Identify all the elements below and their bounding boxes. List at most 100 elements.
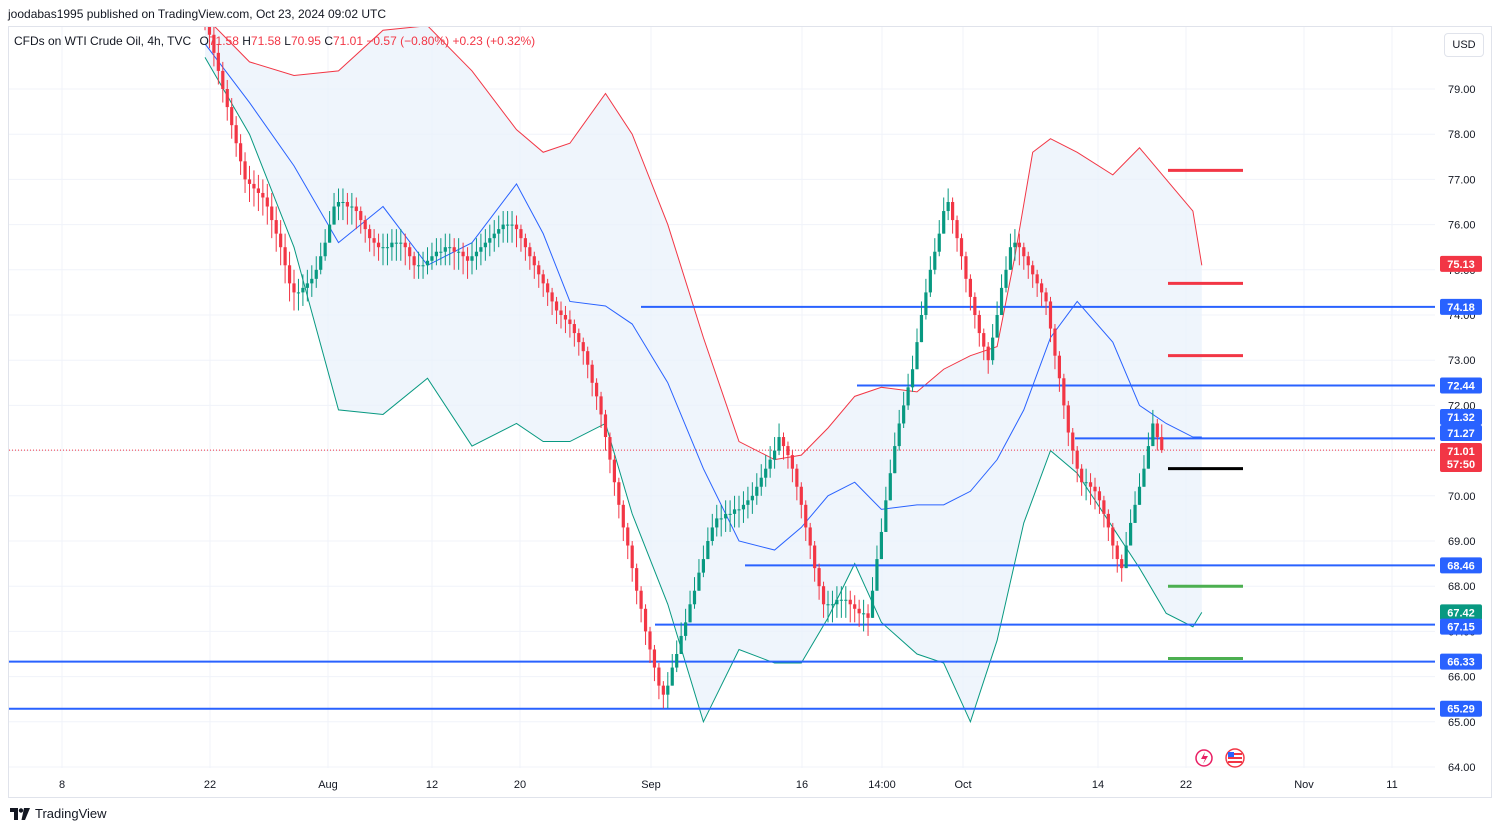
candle-body	[559, 310, 563, 315]
price-label-text: 66.33	[1447, 657, 1475, 669]
candle-body	[706, 541, 710, 560]
candle-body	[354, 206, 358, 212]
price-label-text: 71.27	[1447, 428, 1475, 440]
legend-low-label: L	[284, 34, 291, 48]
chart-frame	[8, 26, 1492, 798]
y-tick-label: 78.00	[1448, 129, 1476, 141]
candle-body	[1124, 545, 1128, 569]
candle-body	[519, 229, 523, 239]
candle-body	[207, 27, 212, 35]
candle-body	[465, 256, 470, 261]
candle-body	[216, 52, 220, 71]
price-label-countdown: 57:50	[1440, 456, 1482, 472]
candle-body	[799, 486, 803, 505]
candle-body	[412, 256, 416, 266]
y-tick-label: 68.00	[1448, 581, 1476, 593]
price-label-box	[1440, 653, 1482, 670]
candle-body	[443, 247, 447, 252]
y-tick-label: 77.00	[1448, 174, 1476, 186]
candle-body	[532, 256, 536, 266]
candle-body	[853, 604, 857, 609]
candle-body	[452, 247, 456, 252]
candle-body	[234, 125, 238, 144]
candle-body	[1022, 247, 1026, 257]
candle-body	[1013, 242, 1017, 248]
candle-body	[439, 251, 443, 253]
bollinger-upper	[214, 27, 1203, 461]
price-label-text: 65.29	[1447, 704, 1475, 716]
candle-body	[261, 192, 265, 198]
candle-body	[759, 477, 763, 487]
x-tick-label: 12	[426, 779, 438, 791]
candle-body	[839, 599, 843, 601]
y-tick-label: 70.00	[1448, 491, 1476, 503]
candle-body	[928, 269, 932, 293]
candle-body	[750, 495, 754, 501]
x-tick-label: Oct	[954, 779, 971, 791]
price-label-bb_upper: 75.13	[1440, 255, 1482, 272]
candle-body	[657, 667, 661, 686]
candle-body	[817, 568, 821, 587]
price-label-box	[1440, 604, 1482, 621]
candle-body	[862, 613, 866, 615]
candle-body	[310, 278, 314, 284]
candle-body	[563, 315, 568, 320]
price-label-text: 67.42	[1447, 607, 1475, 619]
candle-body	[710, 527, 714, 541]
us-flag-stripe	[1228, 757, 1242, 759]
candle-body	[1008, 247, 1013, 270]
candle-body	[684, 622, 688, 636]
tradingview-logo-icon	[10, 807, 30, 820]
candle-body	[951, 202, 955, 221]
candle-body	[1142, 468, 1146, 487]
legend-change: −0.57 (−0.80%)	[366, 34, 450, 48]
price-label-text: 72.44	[1447, 381, 1475, 393]
candle-body	[844, 599, 848, 601]
candle-body	[274, 220, 278, 234]
us-flag-stripe	[1228, 753, 1242, 755]
candle-body	[933, 251, 937, 270]
candle-body	[470, 256, 474, 261]
tradingview-brand[interactable]: TradingView	[10, 806, 107, 821]
candle-body	[630, 545, 634, 569]
y-tick-label: 66.00	[1448, 672, 1476, 684]
candle-body	[870, 590, 875, 618]
candle-body	[599, 396, 603, 415]
candle-body	[639, 590, 643, 609]
price-label-bb_lower: 67.42	[1440, 604, 1482, 621]
legend-extra: +0.23 (+0.32%)	[452, 34, 536, 48]
symbol-legend: CFDs on WTI Crude Oil, 4h, TVC O71.58 H7…	[14, 34, 535, 48]
candle-body	[336, 202, 341, 207]
price-label-box	[1440, 409, 1482, 425]
currency-button[interactable]: USD	[1444, 33, 1484, 57]
price-label-box	[1440, 377, 1482, 394]
candle-body	[577, 333, 581, 343]
candle-body	[1066, 405, 1070, 433]
candle-body	[230, 107, 234, 126]
candle-body	[376, 242, 381, 248]
x-tick-label: Aug	[318, 779, 338, 791]
candle-body	[906, 387, 910, 406]
candle-body	[621, 504, 625, 528]
candle-body	[688, 604, 692, 623]
price-label-level: 66.33	[1440, 653, 1482, 670]
candle-body	[572, 324, 576, 334]
candle-body	[991, 337, 995, 361]
candle-body	[1097, 491, 1102, 501]
candle-body	[697, 572, 701, 591]
candle-body	[946, 202, 950, 212]
candle-body	[265, 197, 269, 207]
bollinger-fill	[205, 27, 1202, 722]
candle-body	[1160, 437, 1164, 451]
candle-body	[999, 287, 1004, 315]
candle-body	[808, 527, 812, 546]
candle-body	[430, 256, 434, 261]
candle-body	[626, 527, 630, 546]
candle-body	[1062, 378, 1066, 406]
x-tick-label: 11	[1386, 779, 1397, 791]
candle-body	[701, 559, 705, 573]
candle-body	[879, 531, 883, 560]
candle-body	[1040, 283, 1044, 293]
price-label-text: 57:50	[1447, 459, 1475, 471]
